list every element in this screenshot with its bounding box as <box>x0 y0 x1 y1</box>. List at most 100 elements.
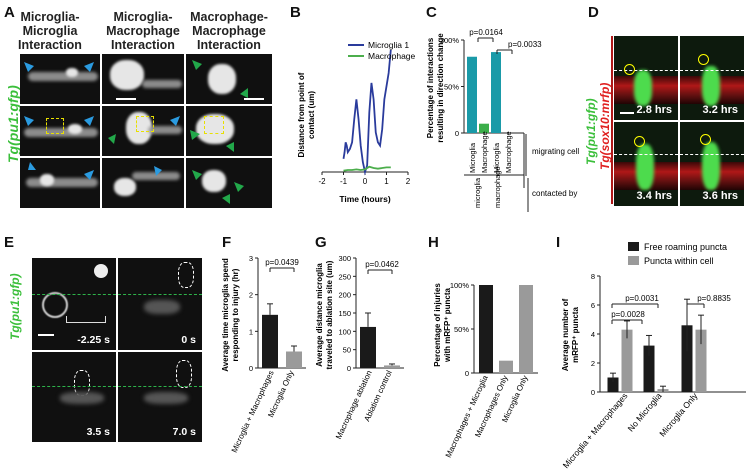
panel-a-image-r3c1 <box>20 158 100 208</box>
panel-i-pval-3: p=0.8835 <box>697 294 731 303</box>
panel-c-group-1: microglia <box>473 177 482 208</box>
panel-h-ytick-label: 50% <box>454 325 469 334</box>
panel-g-bar <box>384 365 400 368</box>
blue-arrow-icon <box>28 162 36 170</box>
panel-d-time-3: 3.4 hrs <box>636 190 672 202</box>
panel-h-chart: Percentage of injurieswith mRFP⁺ puncta … <box>433 281 538 459</box>
panel-e-label: E <box>4 234 15 251</box>
panel-i-xlabel-1: Microglia + Macrophages <box>561 391 630 470</box>
panel-a-label: A <box>4 4 15 21</box>
panel-d-divider <box>611 36 613 204</box>
panel-i-ytick-label: 8 <box>591 272 595 281</box>
panel-a-image-r2c3 <box>186 106 272 156</box>
panel-i-bar <box>643 345 655 392</box>
panel-c-bar-label: Microglia <box>492 142 501 173</box>
blue-arrow-icon <box>24 116 34 126</box>
panel-c-bar <box>467 56 477 133</box>
panel-c-chart: Percentage of interactionsresulting in d… <box>426 28 579 212</box>
panel-f-bar <box>262 314 278 368</box>
panel-a-col2-header: Microglia- Macrophage Interaction <box>106 10 180 52</box>
panel-i-label: I <box>556 234 561 251</box>
panel-d-time-4: 3.6 hrs <box>702 190 738 202</box>
green-arrow-icon <box>192 170 202 180</box>
panel-f-pval: p=0.0439 <box>265 258 299 267</box>
panel-e-time-4: 7.0 s <box>172 426 196 438</box>
panel-a-image-r2c2 <box>102 106 184 156</box>
green-arrow-icon <box>226 142 234 152</box>
panel-b-xlabel: Time (hours) <box>339 194 390 204</box>
panel-b-xtick-label: 2 <box>406 177 411 186</box>
panel-b-chart: Distance from point ofcontact (um) -2 -1 0… <box>297 40 418 204</box>
panel-f-label: F <box>222 234 232 251</box>
panel-e-image-2: 0 s <box>118 258 202 350</box>
panel-d-image-1: 2.8 hrs <box>614 36 678 120</box>
series-line-macrophage <box>343 165 391 172</box>
panel-h-ytick-label: 0 <box>465 369 469 378</box>
yellow-circle-icon <box>698 54 709 65</box>
panel-i-ylabel: Average number ofmRFP⁺ puncta <box>561 298 580 371</box>
panel-a-col3-header: Macrophage- Macrophage Interaction <box>190 10 268 52</box>
panel-g-pval: p=0.0462 <box>365 260 399 269</box>
panel-c-bar <box>479 123 489 133</box>
panel-f-ylabel: Average time microglia spendresponding t… <box>221 258 240 372</box>
panel-a-row-label: Tg(pu1:gfp) <box>5 85 21 163</box>
green-arrow-icon <box>108 134 116 144</box>
panel-i-bar <box>607 377 619 392</box>
panel-i-bar <box>621 329 633 392</box>
panel-e-image-4: 7.0 s <box>118 352 202 442</box>
series-line-microglia <box>342 49 392 176</box>
panel-b-ylabel: Distance from point ofcontact (um) <box>297 72 316 157</box>
panel-d-image-4: 3.6 hrs <box>680 122 744 206</box>
panel-c-group-2: macrophage <box>493 166 502 208</box>
yellow-circle-icon <box>700 134 711 145</box>
panel-a-image-r2c1 <box>20 106 100 156</box>
panel-d-label-sox10: Tg(sox10:mrfp) <box>598 82 612 170</box>
panel-c-pval-2: p=0.0033 <box>508 40 542 49</box>
panel-i-xlabel-3: Microglia Only <box>657 390 700 438</box>
panel-b-xtick-label: -1 <box>340 177 348 186</box>
green-arrow-icon <box>222 194 230 204</box>
yellow-box-icon <box>204 116 224 134</box>
panel-c-label: C <box>426 4 437 21</box>
panel-g-ytick-label: 50 <box>343 346 351 355</box>
panel-c-side-label-1: migrating cell <box>532 147 579 156</box>
blue-arrow-icon <box>154 166 162 176</box>
panel-e-time-2: 0 s <box>181 334 196 346</box>
panel-h-ytick-label: 100% <box>450 281 470 290</box>
panel-c-ytick-label: 100% <box>440 36 460 45</box>
panel-f-bar <box>286 351 302 368</box>
panel-i-pval-2: p=0.0028 <box>611 310 645 319</box>
blue-arrow-icon <box>24 62 34 72</box>
panel-b-xtick-label: -2 <box>318 177 326 186</box>
panel-a-image-r3c2 <box>102 158 184 208</box>
blue-arrow-icon <box>84 116 94 126</box>
legend-swatch-within <box>628 256 639 265</box>
panel-c-ytick-label: 0 <box>455 129 459 138</box>
panel-i-bar <box>681 325 693 392</box>
panel-i-bar <box>695 329 707 392</box>
green-arrow-icon <box>190 130 200 140</box>
panel-h-bar <box>499 360 513 373</box>
panel-e-row-label: Tg(pu1:gfp) <box>8 273 22 340</box>
panel-g-label: G <box>315 234 327 251</box>
panel-g-bar <box>360 326 376 368</box>
panel-a-image-r3c3 <box>186 158 272 208</box>
panel-d-label: D <box>588 4 599 21</box>
panel-h-bar <box>519 285 533 373</box>
panel-d-image-2: 3.2 hrs <box>680 36 744 120</box>
panel-h-ylabel: Percentage of injurieswith mRFP⁺ puncta <box>433 283 452 367</box>
panel-e-image-3: 3.5 s <box>32 352 116 442</box>
panel-f-ytick-label: 0 <box>249 364 253 373</box>
yellow-circle-icon <box>634 136 645 147</box>
panel-f-ytick-label: 1 <box>249 327 253 336</box>
legend-label-free: Free roaming puncta <box>644 242 727 252</box>
panel-a-col1-header: Microglia- Microglia Interaction <box>18 10 82 52</box>
legend-label-microglia: Microglia 1 <box>368 40 409 50</box>
panel-g-ytick-label: 0 <box>347 364 351 373</box>
panel-c-ylabel: Percentage of interactionsresulting in d… <box>426 33 445 143</box>
panel-d-label-pu1: Tg(pu1:gfp) <box>584 98 598 165</box>
panel-d-time-1: 2.8 hrs <box>636 104 672 116</box>
blue-arrow-icon <box>84 170 94 180</box>
panel-e-time-1: -2.25 s <box>77 334 110 346</box>
legend-label-within: Puncta within cell <box>644 256 714 266</box>
